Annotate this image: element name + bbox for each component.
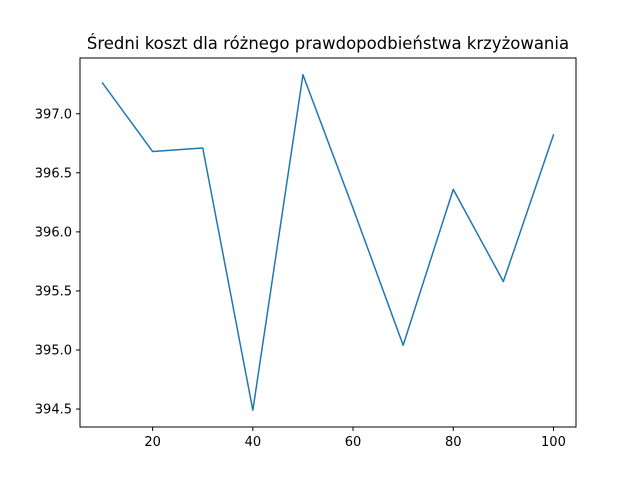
x-tick-label: 80 [445,435,462,450]
y-tick-label: 396.5 [35,166,72,181]
series-line [101,74,555,411]
x-tick-label: 40 [245,435,262,450]
x-tick-label: 20 [144,435,161,450]
y-tick-label: 397.0 [35,107,72,122]
plot-area [101,74,555,411]
y-tick-label: 394.5 [35,403,72,418]
axes-frame [79,57,577,428]
y-tick-label: 396.0 [35,225,72,240]
y-tick-label: 395.5 [35,284,72,299]
x-tick-label: 60 [345,435,362,450]
y-axis-ticks: 394.5 395.0 395.5 396.0 396.5 397.0 [35,107,80,418]
y-tick-label: 395.0 [35,343,72,358]
x-tick-label: 100 [541,435,566,450]
x-axis-ticks: 20 40 60 80 100 [144,427,566,450]
chart-title: Średni koszt dla różnego prawdopodbieńst… [87,34,569,53]
